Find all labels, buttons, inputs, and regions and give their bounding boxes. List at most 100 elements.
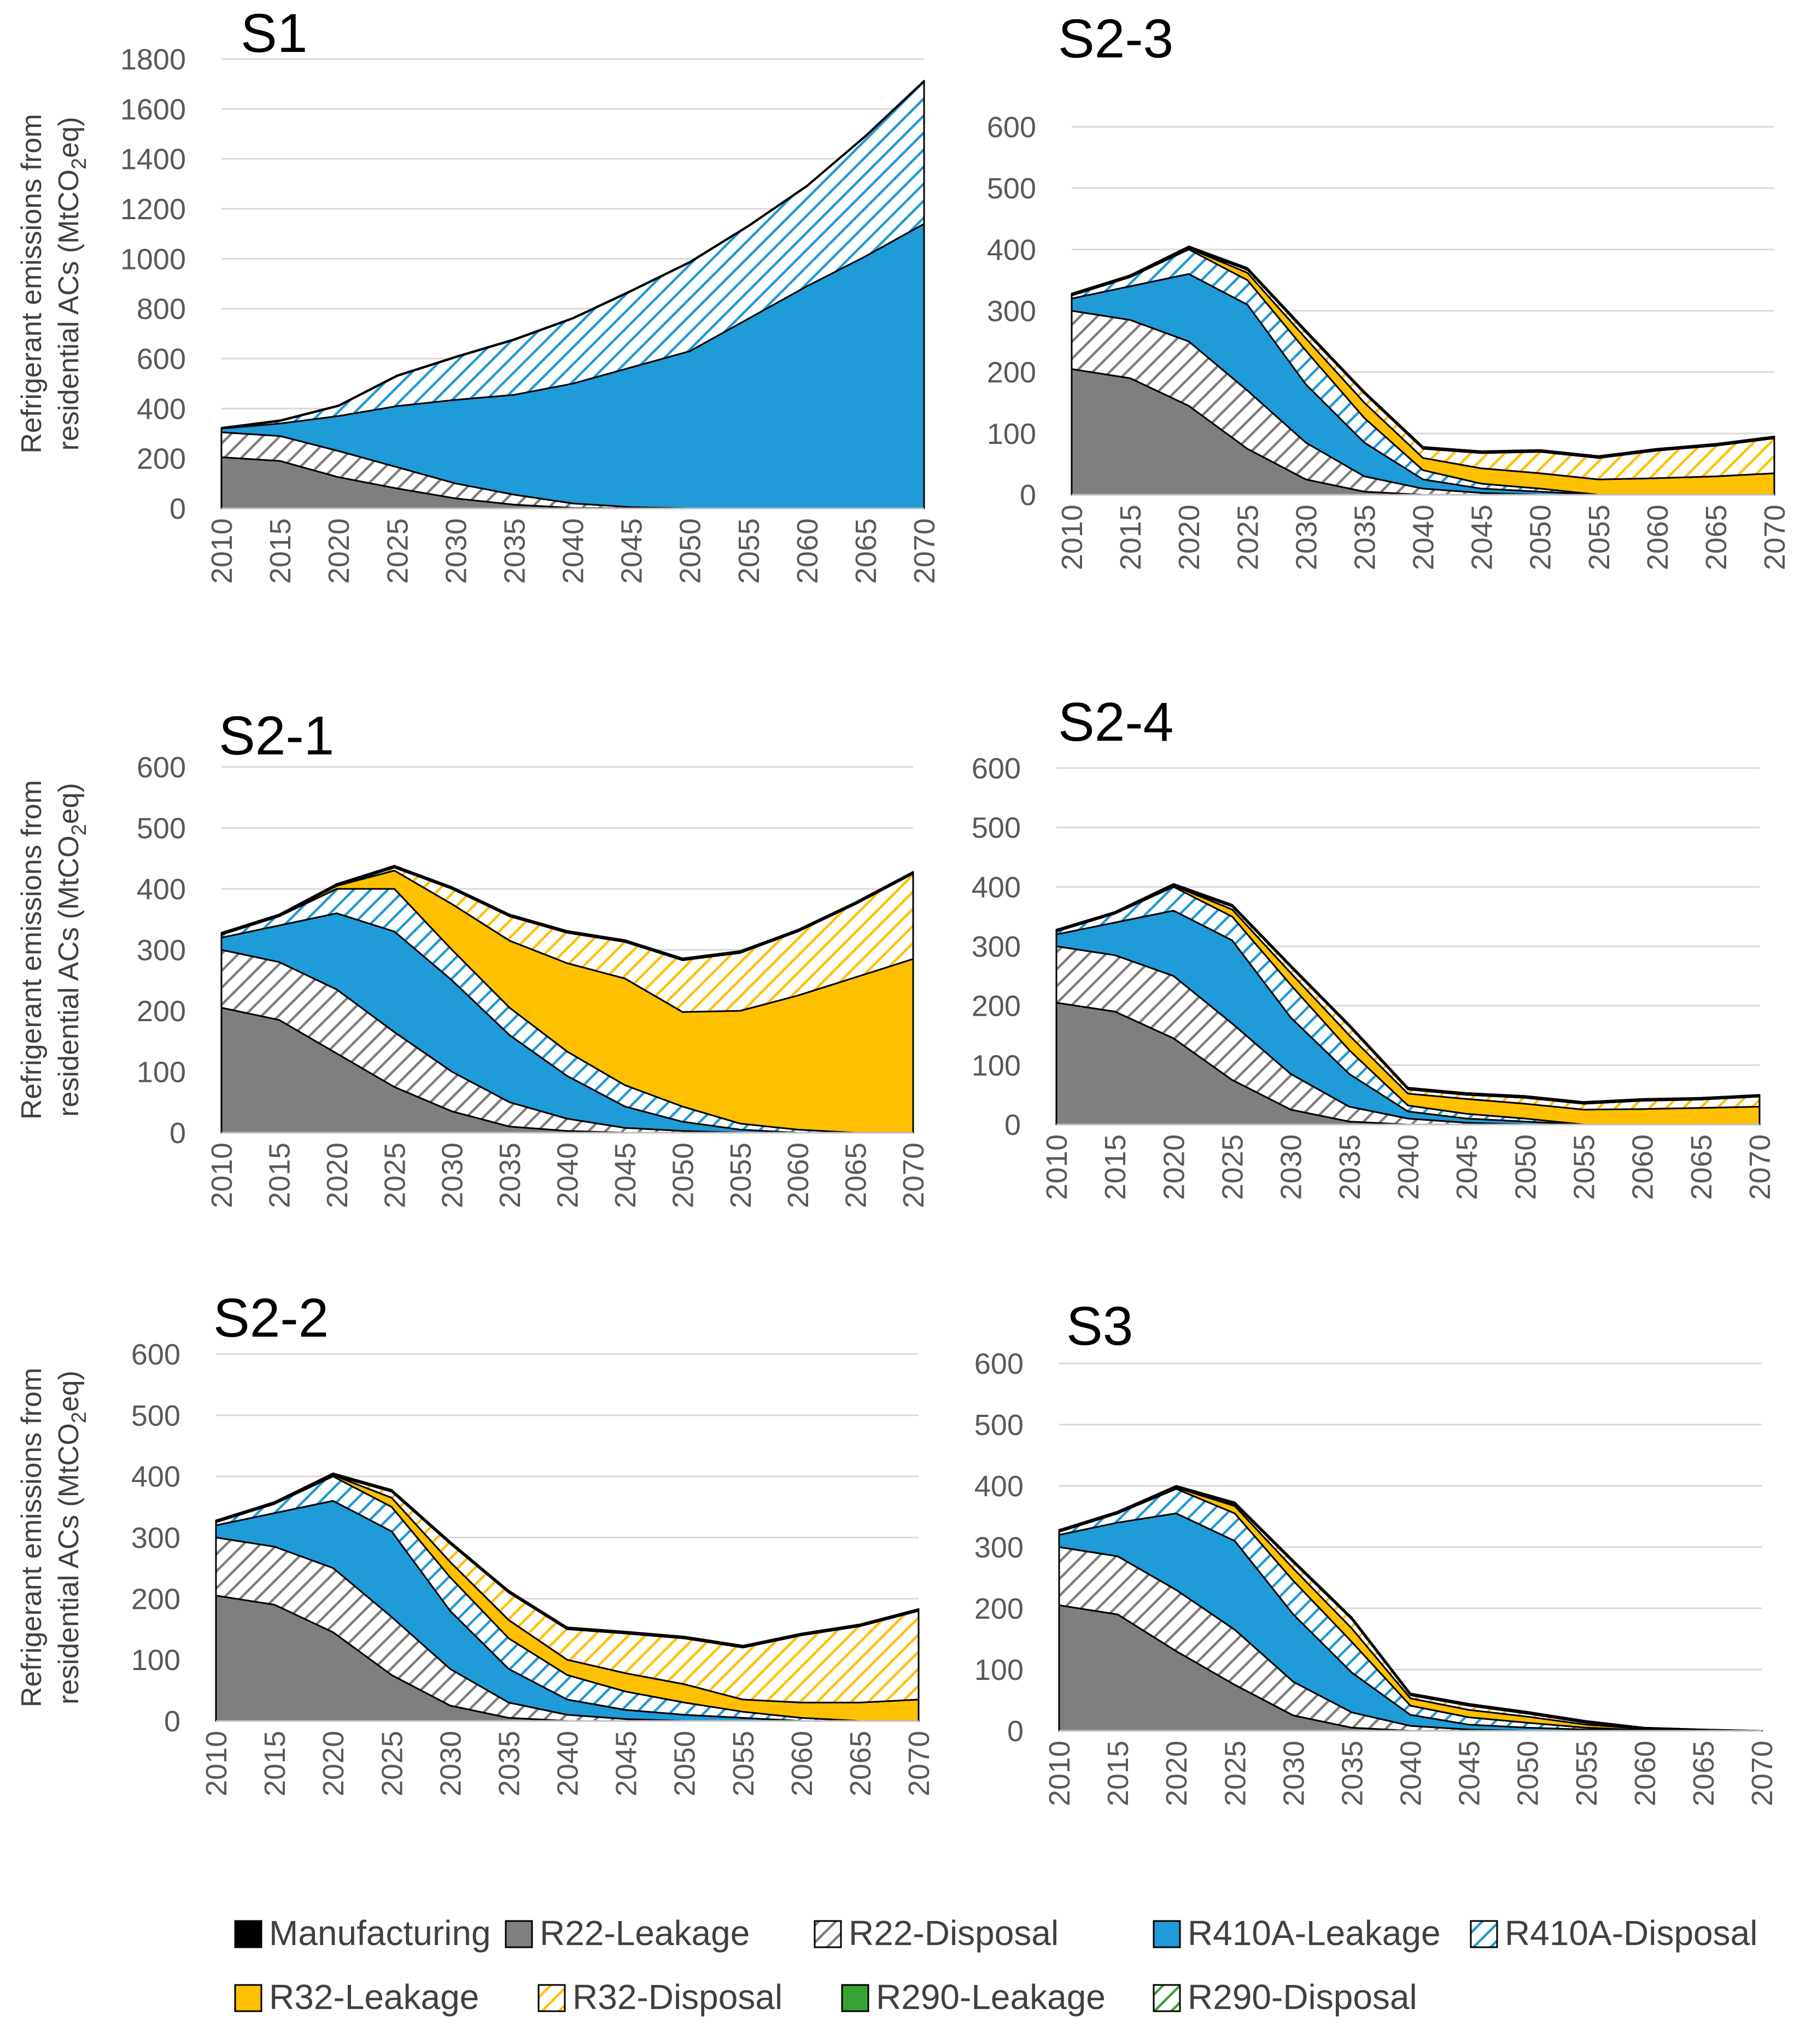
y-tick-label: 100 bbox=[987, 418, 1036, 450]
x-tick-label: 2060 bbox=[1641, 505, 1674, 570]
y-tick-label: 600 bbox=[987, 111, 1036, 144]
x-tick-label: 2035 bbox=[1336, 1741, 1369, 1806]
panel-s2-1: 0 100 200 300 400 500 600 2010 2015 2020 2025 2030 2… bbox=[16, 705, 930, 1208]
y-tick-label: 0 bbox=[170, 493, 186, 525]
x-tick-label: 2055 bbox=[724, 1143, 757, 1208]
x-tick-label: 2035 bbox=[494, 1143, 527, 1208]
legend: Manufacturing R22-Leakage R22-Disposal R410… bbox=[234, 1913, 1757, 2017]
x-tick-label: 2015 bbox=[1114, 505, 1147, 570]
y-tick-label: 500 bbox=[987, 172, 1036, 205]
y-tick-label: 0 bbox=[1020, 479, 1036, 512]
y-tick-label: 600 bbox=[972, 752, 1021, 785]
y-tick-label: 400 bbox=[972, 871, 1021, 904]
y-tick-label: 600 bbox=[137, 343, 186, 376]
x-tick-label: 2040 bbox=[1407, 505, 1440, 570]
panel-title: S2-4 bbox=[1058, 692, 1173, 753]
x-tick-label: 2055 bbox=[1570, 1741, 1603, 1806]
x-tick-label: 2045 bbox=[610, 1731, 643, 1796]
x-tick-label: 2055 bbox=[1568, 1134, 1601, 1200]
legend-item-r410a-leakage: R410A-Leakage bbox=[1153, 1913, 1441, 1953]
panel-s2-3: 0 100 200 300 400 500 600 2010 2015 2020 2025 2030 2… bbox=[987, 8, 1791, 570]
y-tick-label: 400 bbox=[131, 1461, 180, 1494]
x-tick-label: 2045 bbox=[616, 518, 648, 584]
legend-item-r290-disposal: R290-Disposal bbox=[1153, 1977, 1417, 2017]
x-tick-label: 2010 bbox=[200, 1731, 233, 1796]
y-tick-label: 1600 bbox=[120, 93, 186, 126]
legend-item-r22-disposal: R22-Disposal bbox=[814, 1913, 1059, 1953]
x-tick-label: 2030 bbox=[1277, 1741, 1310, 1806]
x-tick-label: 2025 bbox=[376, 1731, 408, 1796]
y-axis-label-line2: residential ACs (MtCO2eq) bbox=[53, 117, 91, 451]
y-tick-label: 100 bbox=[137, 1056, 186, 1089]
x-tick-label: 2065 bbox=[1700, 505, 1733, 570]
x-tick-label: 2015 bbox=[263, 1143, 296, 1208]
x-tick-label: 2040 bbox=[552, 1143, 585, 1208]
legend-swatch bbox=[505, 1920, 533, 1948]
y-tick-label: 400 bbox=[137, 873, 186, 906]
y-tick-label: 200 bbox=[987, 356, 1036, 389]
legend-item-r22-leakage: R22-Leakage bbox=[505, 1913, 750, 1953]
x-tick-label: 2065 bbox=[840, 1143, 873, 1208]
y-tick-label: 400 bbox=[974, 1470, 1024, 1503]
x-tick-label: 2015 bbox=[1102, 1741, 1135, 1806]
x-tick-label: 2015 bbox=[1099, 1134, 1132, 1200]
x-tick-label: 2060 bbox=[1629, 1741, 1662, 1806]
x-tick-label: 2040 bbox=[1392, 1134, 1425, 1200]
x-tick-label: 2055 bbox=[733, 518, 765, 584]
x-tick-label: 2010 bbox=[1043, 1741, 1076, 1806]
legend-swatch bbox=[841, 1984, 869, 2012]
x-tick-label: 2065 bbox=[844, 1731, 877, 1796]
x-tick-label: 2060 bbox=[782, 1143, 815, 1208]
x-tick-label: 2070 bbox=[1744, 1134, 1776, 1200]
legend-label: R22-Leakage bbox=[540, 1913, 750, 1953]
y-tick-label: 0 bbox=[164, 1705, 180, 1738]
x-tick-label: 2060 bbox=[1627, 1134, 1659, 1200]
y-axis-label: Refrigerant emissions from residential AC… bbox=[16, 1368, 91, 1707]
panel-s2-4: 0 100 200 300 400 500 600 2010 2015 2020 2025 2030 2… bbox=[972, 692, 1776, 1200]
x-tick-label: 2065 bbox=[850, 518, 883, 584]
x-tick-label: 2040 bbox=[552, 1731, 585, 1796]
x-tick-label: 2070 bbox=[903, 1731, 936, 1796]
panel-title: S2-3 bbox=[1058, 8, 1173, 69]
x-tick-label: 2020 bbox=[1158, 1134, 1190, 1200]
y-tick-label: 400 bbox=[987, 233, 1036, 266]
y-tick-label: 0 bbox=[170, 1117, 186, 1150]
y-axis-label-line1: Refrigerant emissions from bbox=[16, 780, 48, 1120]
y-tick-label: 800 bbox=[137, 293, 186, 326]
x-tick-label: 2025 bbox=[1217, 1134, 1249, 1200]
x-tick-label: 2050 bbox=[669, 1731, 702, 1796]
x-tick-label: 2045 bbox=[1451, 1134, 1483, 1200]
legend-label: R410A-Disposal bbox=[1505, 1913, 1757, 1953]
y-tick-label: 300 bbox=[131, 1522, 180, 1555]
y-tick-label: 400 bbox=[137, 393, 186, 425]
x-tick-label: 2020 bbox=[321, 1143, 354, 1208]
y-tick-label: 600 bbox=[131, 1338, 180, 1371]
y-tick-label: 1200 bbox=[120, 193, 186, 226]
x-tick-label: 2030 bbox=[436, 1143, 469, 1208]
legend-item-r32-leakage: R32-Leakage bbox=[234, 1977, 479, 2017]
legend-item-manufacturing: Manufacturing bbox=[234, 1913, 491, 1953]
x-tick-label: 2015 bbox=[264, 518, 297, 584]
legend-label: R290-Disposal bbox=[1188, 1977, 1417, 2017]
panel-title: S2-1 bbox=[219, 705, 334, 766]
legend-swatch bbox=[234, 1984, 262, 2012]
area-manufacturing bbox=[220, 865, 914, 961]
y-tick-label: 500 bbox=[131, 1399, 180, 1432]
panel-title: S2-2 bbox=[213, 1287, 329, 1349]
x-tick-label: 2030 bbox=[440, 518, 472, 584]
y-tick-label: 600 bbox=[974, 1348, 1024, 1380]
y-tick-label: 300 bbox=[987, 295, 1036, 328]
area-manufacturing bbox=[1071, 245, 1775, 459]
x-tick-label: 2035 bbox=[493, 1731, 525, 1796]
x-tick-label: 2010 bbox=[206, 1143, 238, 1208]
x-tick-label: 2010 bbox=[1041, 1134, 1073, 1200]
y-tick-label: 200 bbox=[137, 995, 186, 1028]
legend-label: R410A-Leakage bbox=[1188, 1913, 1441, 1953]
y-tick-label: 200 bbox=[137, 443, 186, 476]
y-axis-label-line2: residential ACs (MtCO2eq) bbox=[53, 783, 91, 1117]
y-tick-label: 300 bbox=[974, 1531, 1024, 1564]
x-tick-label: 2065 bbox=[1687, 1741, 1720, 1806]
y-tick-label: 1800 bbox=[120, 43, 186, 76]
y-axis-label-line1: Refrigerant emissions from bbox=[16, 114, 48, 453]
y-axis-label: Refrigerant emissions from residential AC… bbox=[16, 114, 91, 453]
